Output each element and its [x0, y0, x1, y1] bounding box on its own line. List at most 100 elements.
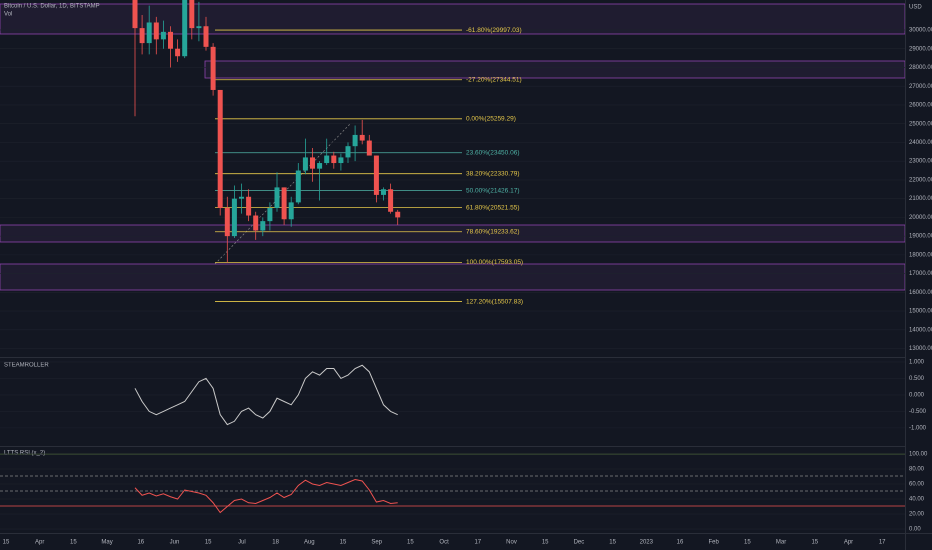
x-tick-label: 2023	[640, 540, 654, 546]
candle-body	[302, 157, 308, 171]
candle-body	[160, 31, 166, 40]
candle-body	[210, 46, 216, 90]
y-tick-label: 13000.00	[909, 346, 932, 352]
candle-body	[139, 28, 145, 44]
chart-title: Bitcoin / U.S. Dollar, 1D, BITSTAMP	[4, 4, 100, 10]
candle-body	[224, 208, 230, 237]
y-tick-label: 0.500	[909, 376, 925, 382]
x-tick-label: Oct	[439, 540, 449, 546]
x-tick-label: 16	[677, 540, 684, 546]
y-tick-label: 17000.00	[909, 271, 932, 277]
y-tick-label: 0.00	[909, 527, 921, 533]
candle-body	[217, 89, 223, 209]
y-tick-label: 14000.00	[909, 327, 932, 333]
x-tick-label: Mar	[776, 540, 786, 546]
y-tick-label: 26000.00	[909, 103, 932, 109]
y-tick-label: 100.00	[909, 452, 928, 458]
y-tick-label: 20.00	[909, 512, 925, 518]
candle-body	[203, 26, 209, 47]
y-tick-label: -1.000	[909, 425, 927, 431]
zones	[0, 3, 906, 291]
candle-body	[359, 134, 365, 141]
x-tick-label: 17	[879, 540, 886, 546]
candle-body	[253, 215, 259, 231]
y-tick-label: 15000.00	[909, 309, 932, 315]
y-tick-label: 60.00	[909, 482, 925, 488]
candle-body	[338, 157, 344, 164]
y-tick-label: 22000.00	[909, 177, 932, 183]
candle-body	[310, 157, 315, 169]
fib-label: 0.00%(25259.29)	[466, 116, 516, 123]
candle-body	[331, 155, 337, 164]
candle-body	[373, 155, 379, 195]
candle-body	[175, 48, 181, 57]
x-tick-label: 15	[70, 540, 77, 546]
y-tick-label: 21000.00	[909, 196, 932, 202]
y-tick-label: 18000.00	[909, 252, 932, 258]
pane-title: STEAMROLLER	[4, 363, 49, 369]
x-tick-label: Dec	[574, 540, 585, 546]
x-tick-label: 18	[272, 540, 279, 546]
axis-label: USD	[909, 5, 922, 11]
x-tick-label: Apr	[844, 540, 853, 546]
candle-body	[189, 0, 195, 29]
x-tick-label: Apr	[35, 540, 44, 546]
fib-label: 100.00%(17593.05)	[466, 259, 523, 266]
indicator-line	[134, 478, 398, 514]
y-tick-label: 40.00	[909, 497, 925, 503]
rsi-bands	[0, 453, 905, 507]
x-tick-label: 15	[3, 540, 10, 546]
x-tick-label: 15	[609, 540, 616, 546]
x-tick-label: May	[101, 540, 112, 546]
candle-body	[317, 163, 323, 169]
fib-label: 78.60%(19233.62)	[466, 228, 520, 235]
y-tick-label: 1.000	[909, 360, 925, 366]
candle-body	[274, 187, 280, 209]
x-tick-label: 15	[340, 540, 347, 546]
candle-body	[231, 198, 237, 237]
candle-body	[366, 140, 372, 156]
pane-title: LTTS RSI (x_2)	[4, 451, 45, 457]
indicator-line	[134, 364, 398, 426]
candle-body	[324, 155, 330, 164]
zone	[204, 60, 906, 79]
x-tick-label: 15	[407, 540, 414, 546]
y-tick-label: 80.00	[909, 467, 925, 473]
y-tick-label: 27000.00	[909, 84, 932, 90]
fib-label: 38.20%(22330.79)	[466, 170, 520, 177]
candle-body	[395, 211, 401, 218]
zone	[0, 224, 906, 243]
y-tick-label: 29000.00	[909, 46, 932, 52]
candle-body	[196, 26, 202, 29]
x-tick-label: Jul	[238, 540, 246, 546]
x-tick-label: 15	[744, 540, 751, 546]
y-tick-label: 19000.00	[909, 234, 932, 240]
fib-label: 50.00%(21426.17)	[466, 187, 520, 194]
y-tick-label: 20000.00	[909, 215, 932, 221]
y-tick-label: 16000.00	[909, 290, 932, 296]
candle-body	[132, 0, 138, 29]
candle-body	[352, 134, 358, 147]
x-tick-label: Sep	[371, 540, 382, 546]
x-tick-label: 15	[811, 540, 818, 546]
fib-label: 23.60%(23450.06)	[466, 149, 520, 156]
candle-body	[388, 189, 394, 212]
candle-body	[295, 170, 301, 203]
fib-label: -27.20%(27344.51)	[466, 76, 522, 83]
y-tick-label: 0.000	[909, 392, 925, 398]
subtitle: Vol	[4, 12, 12, 18]
candle-body	[381, 189, 386, 195]
fib-label: 61.80%(20521.55)	[466, 204, 520, 211]
y-tick-label: 23000.00	[909, 159, 932, 165]
x-tick-label: 17	[474, 540, 481, 546]
candle-body	[246, 196, 252, 216]
candle-body	[281, 187, 287, 220]
x-tick-label: Nov	[506, 540, 517, 546]
x-tick-label: Jun	[170, 540, 180, 546]
candle-body	[168, 31, 173, 49]
y-tick-label: 25000.00	[909, 121, 932, 127]
fib-label: 127.20%(15507.83)	[466, 298, 523, 305]
x-tick-label: Aug	[304, 540, 315, 546]
candle-body	[288, 202, 294, 220]
